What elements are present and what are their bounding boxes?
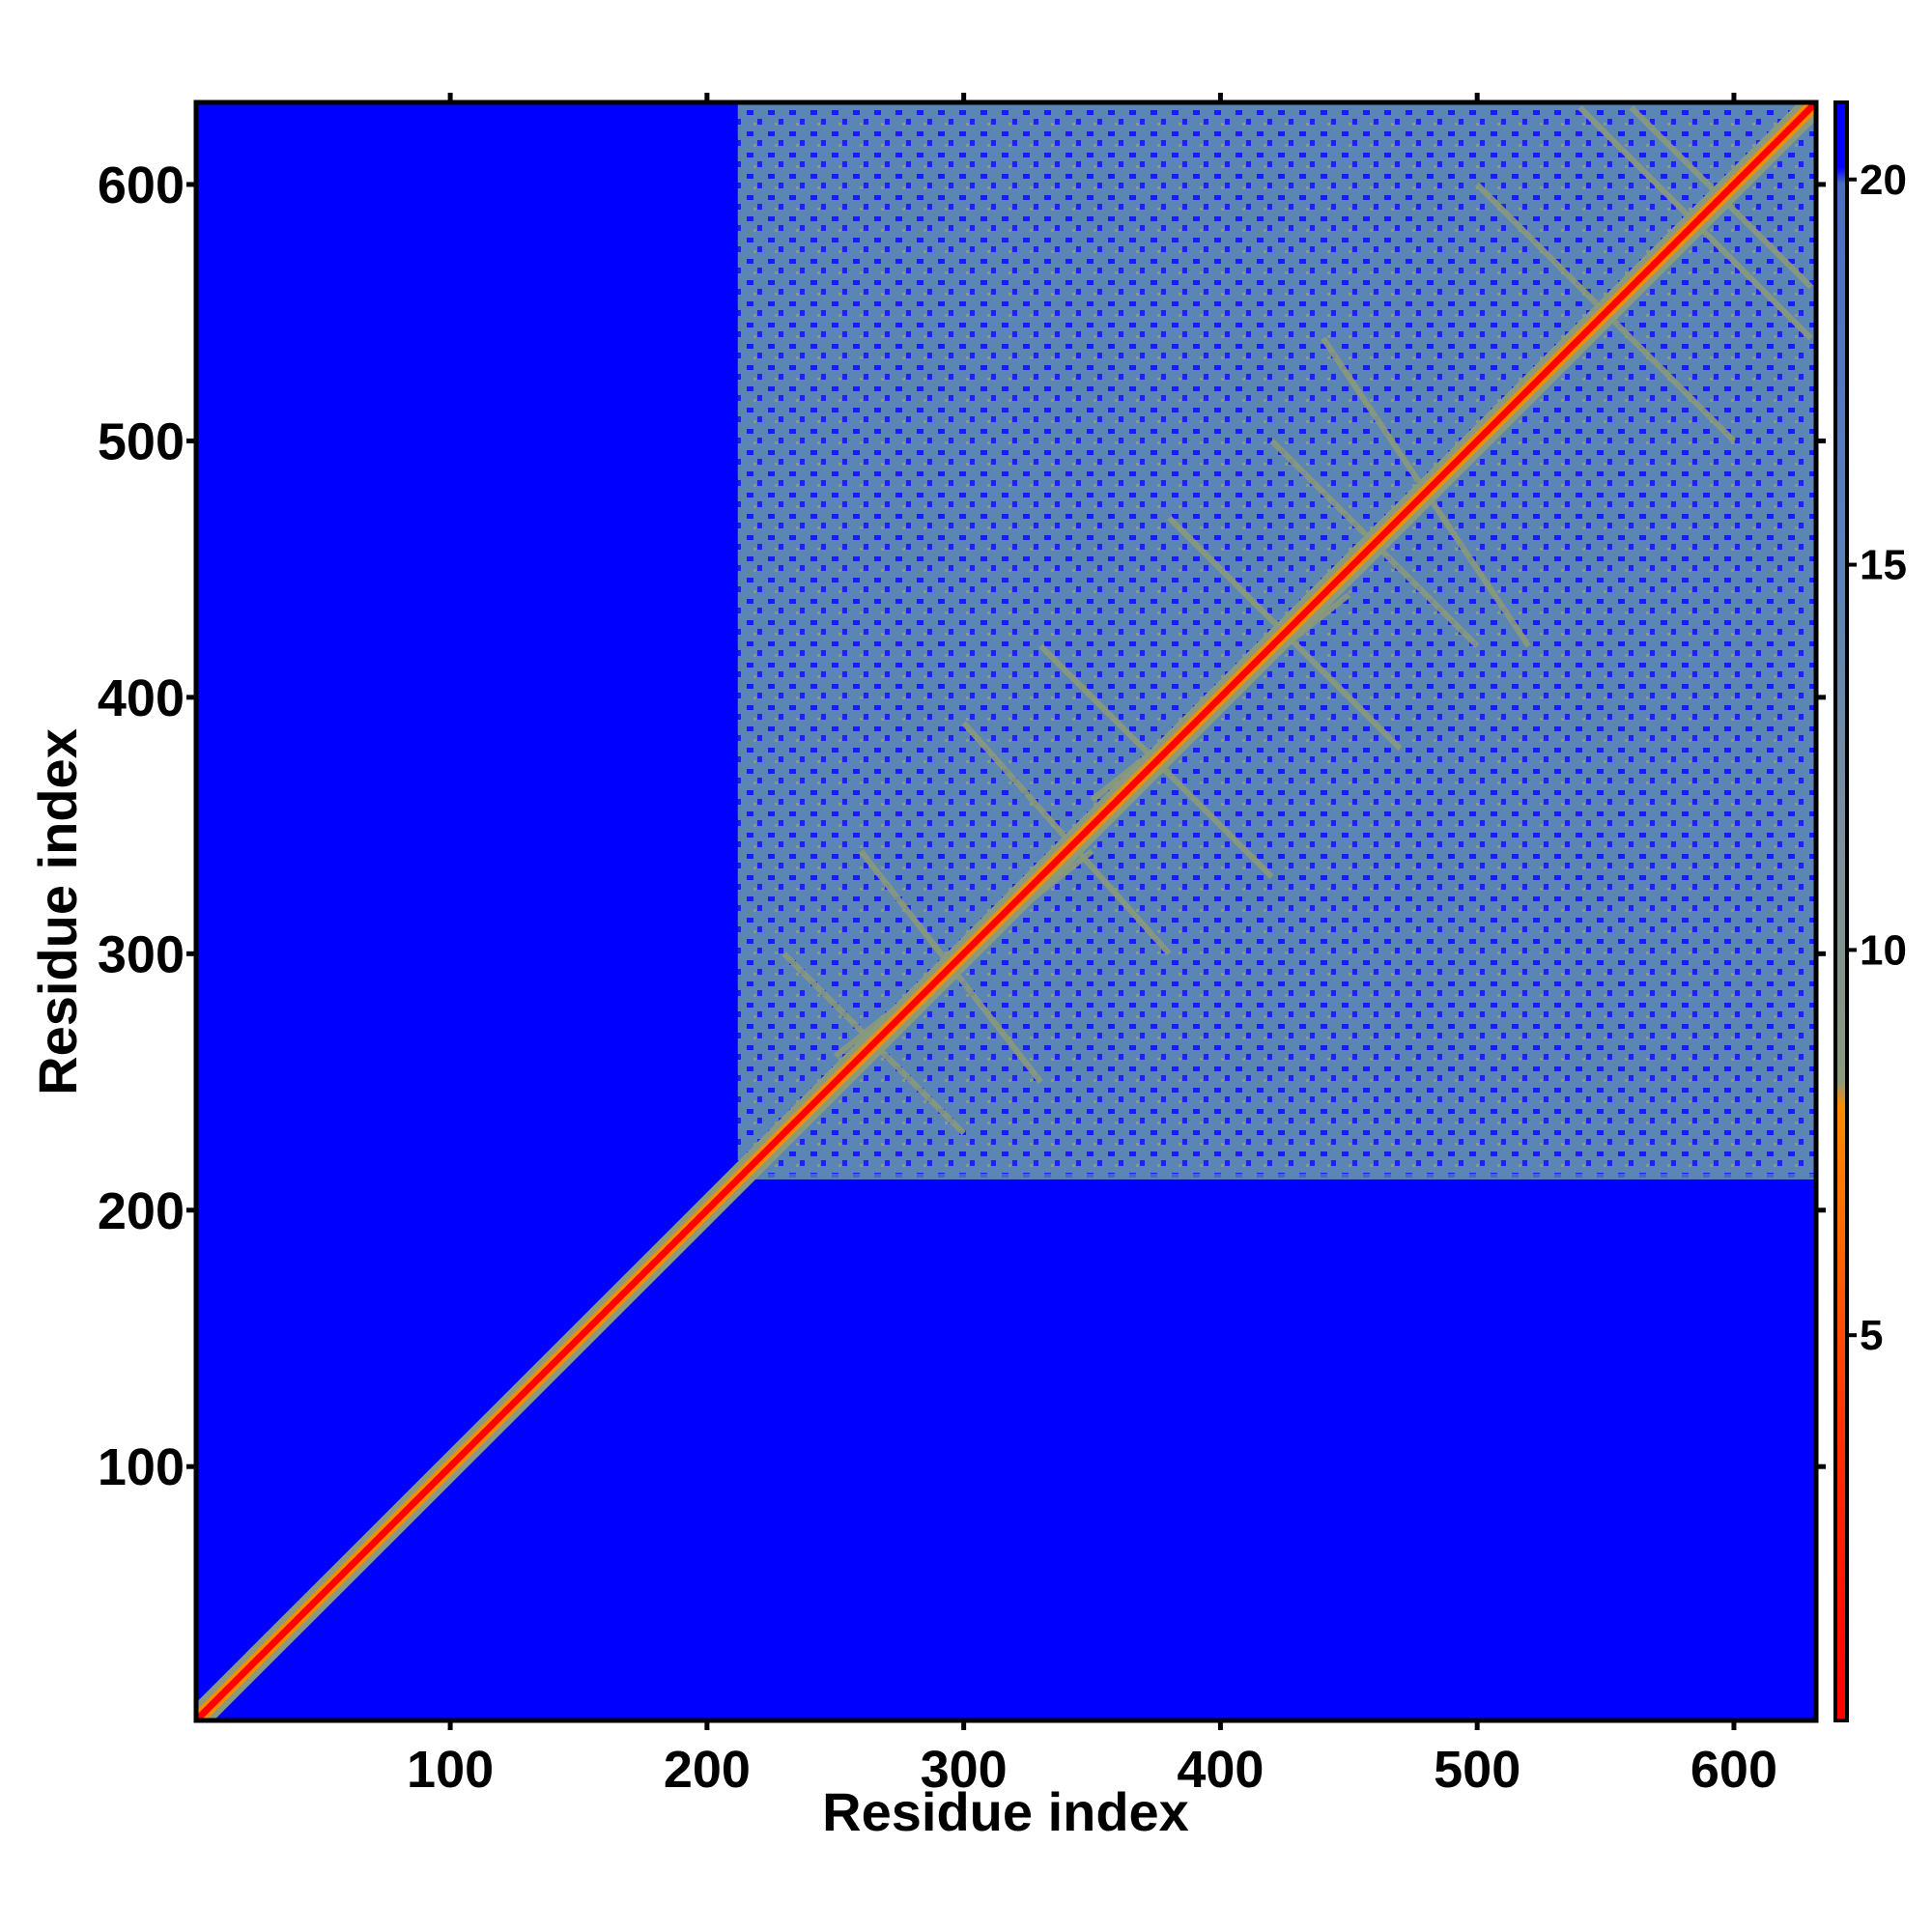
x-tick-label: 100 [407, 1741, 494, 1799]
x-axis: 100 200 300 400 500 600 Residue index [407, 93, 1777, 1842]
colorbar-tick-label: 5 [1860, 1312, 1883, 1359]
y-axis-title: Residue index [27, 728, 88, 1095]
x-tick-label: 500 [1434, 1741, 1520, 1799]
y-tick-label: 300 [98, 925, 185, 983]
colorbar-tick-label: 10 [1860, 926, 1907, 974]
plot-area [193, 99, 1819, 1723]
colorbar-frame [1833, 100, 1849, 1722]
heatmap-cells [196, 102, 1816, 1720]
x-axis-ticks: 100 200 300 400 500 600 [407, 93, 1777, 1799]
y-tick-label: 100 [98, 1438, 185, 1496]
x-tick-label: 300 [921, 1741, 1008, 1799]
y-axis: 100 200 300 400 500 600 Residue index [27, 156, 1826, 1496]
x-tick-label: 600 [1690, 1741, 1777, 1799]
x-tick-label: 400 [1177, 1741, 1264, 1799]
x-tick-label: 200 [664, 1741, 751, 1799]
y-tick-label: 200 [98, 1182, 185, 1240]
y-axis-ticks: 100 200 300 400 500 600 [98, 156, 1826, 1496]
x-axis-title: Residue index [822, 1781, 1189, 1842]
colorbar: 5 10 15 20 [1833, 100, 1907, 1722]
y-tick-label: 500 [98, 412, 185, 470]
colorbar-gradient [1835, 102, 1847, 1720]
colorbar-tick-label: 15 [1860, 542, 1907, 589]
colorbar-ticks: 5 10 15 20 [1847, 156, 1907, 1359]
heatmap-region-edge [737, 1173, 1816, 1179]
colorbar-tick-label: 20 [1860, 156, 1907, 204]
plot-frame [193, 99, 1819, 1723]
y-tick-label: 400 [98, 669, 185, 727]
heatmap-diagonal [196, 102, 1816, 1720]
y-tick-label: 600 [98, 156, 185, 214]
